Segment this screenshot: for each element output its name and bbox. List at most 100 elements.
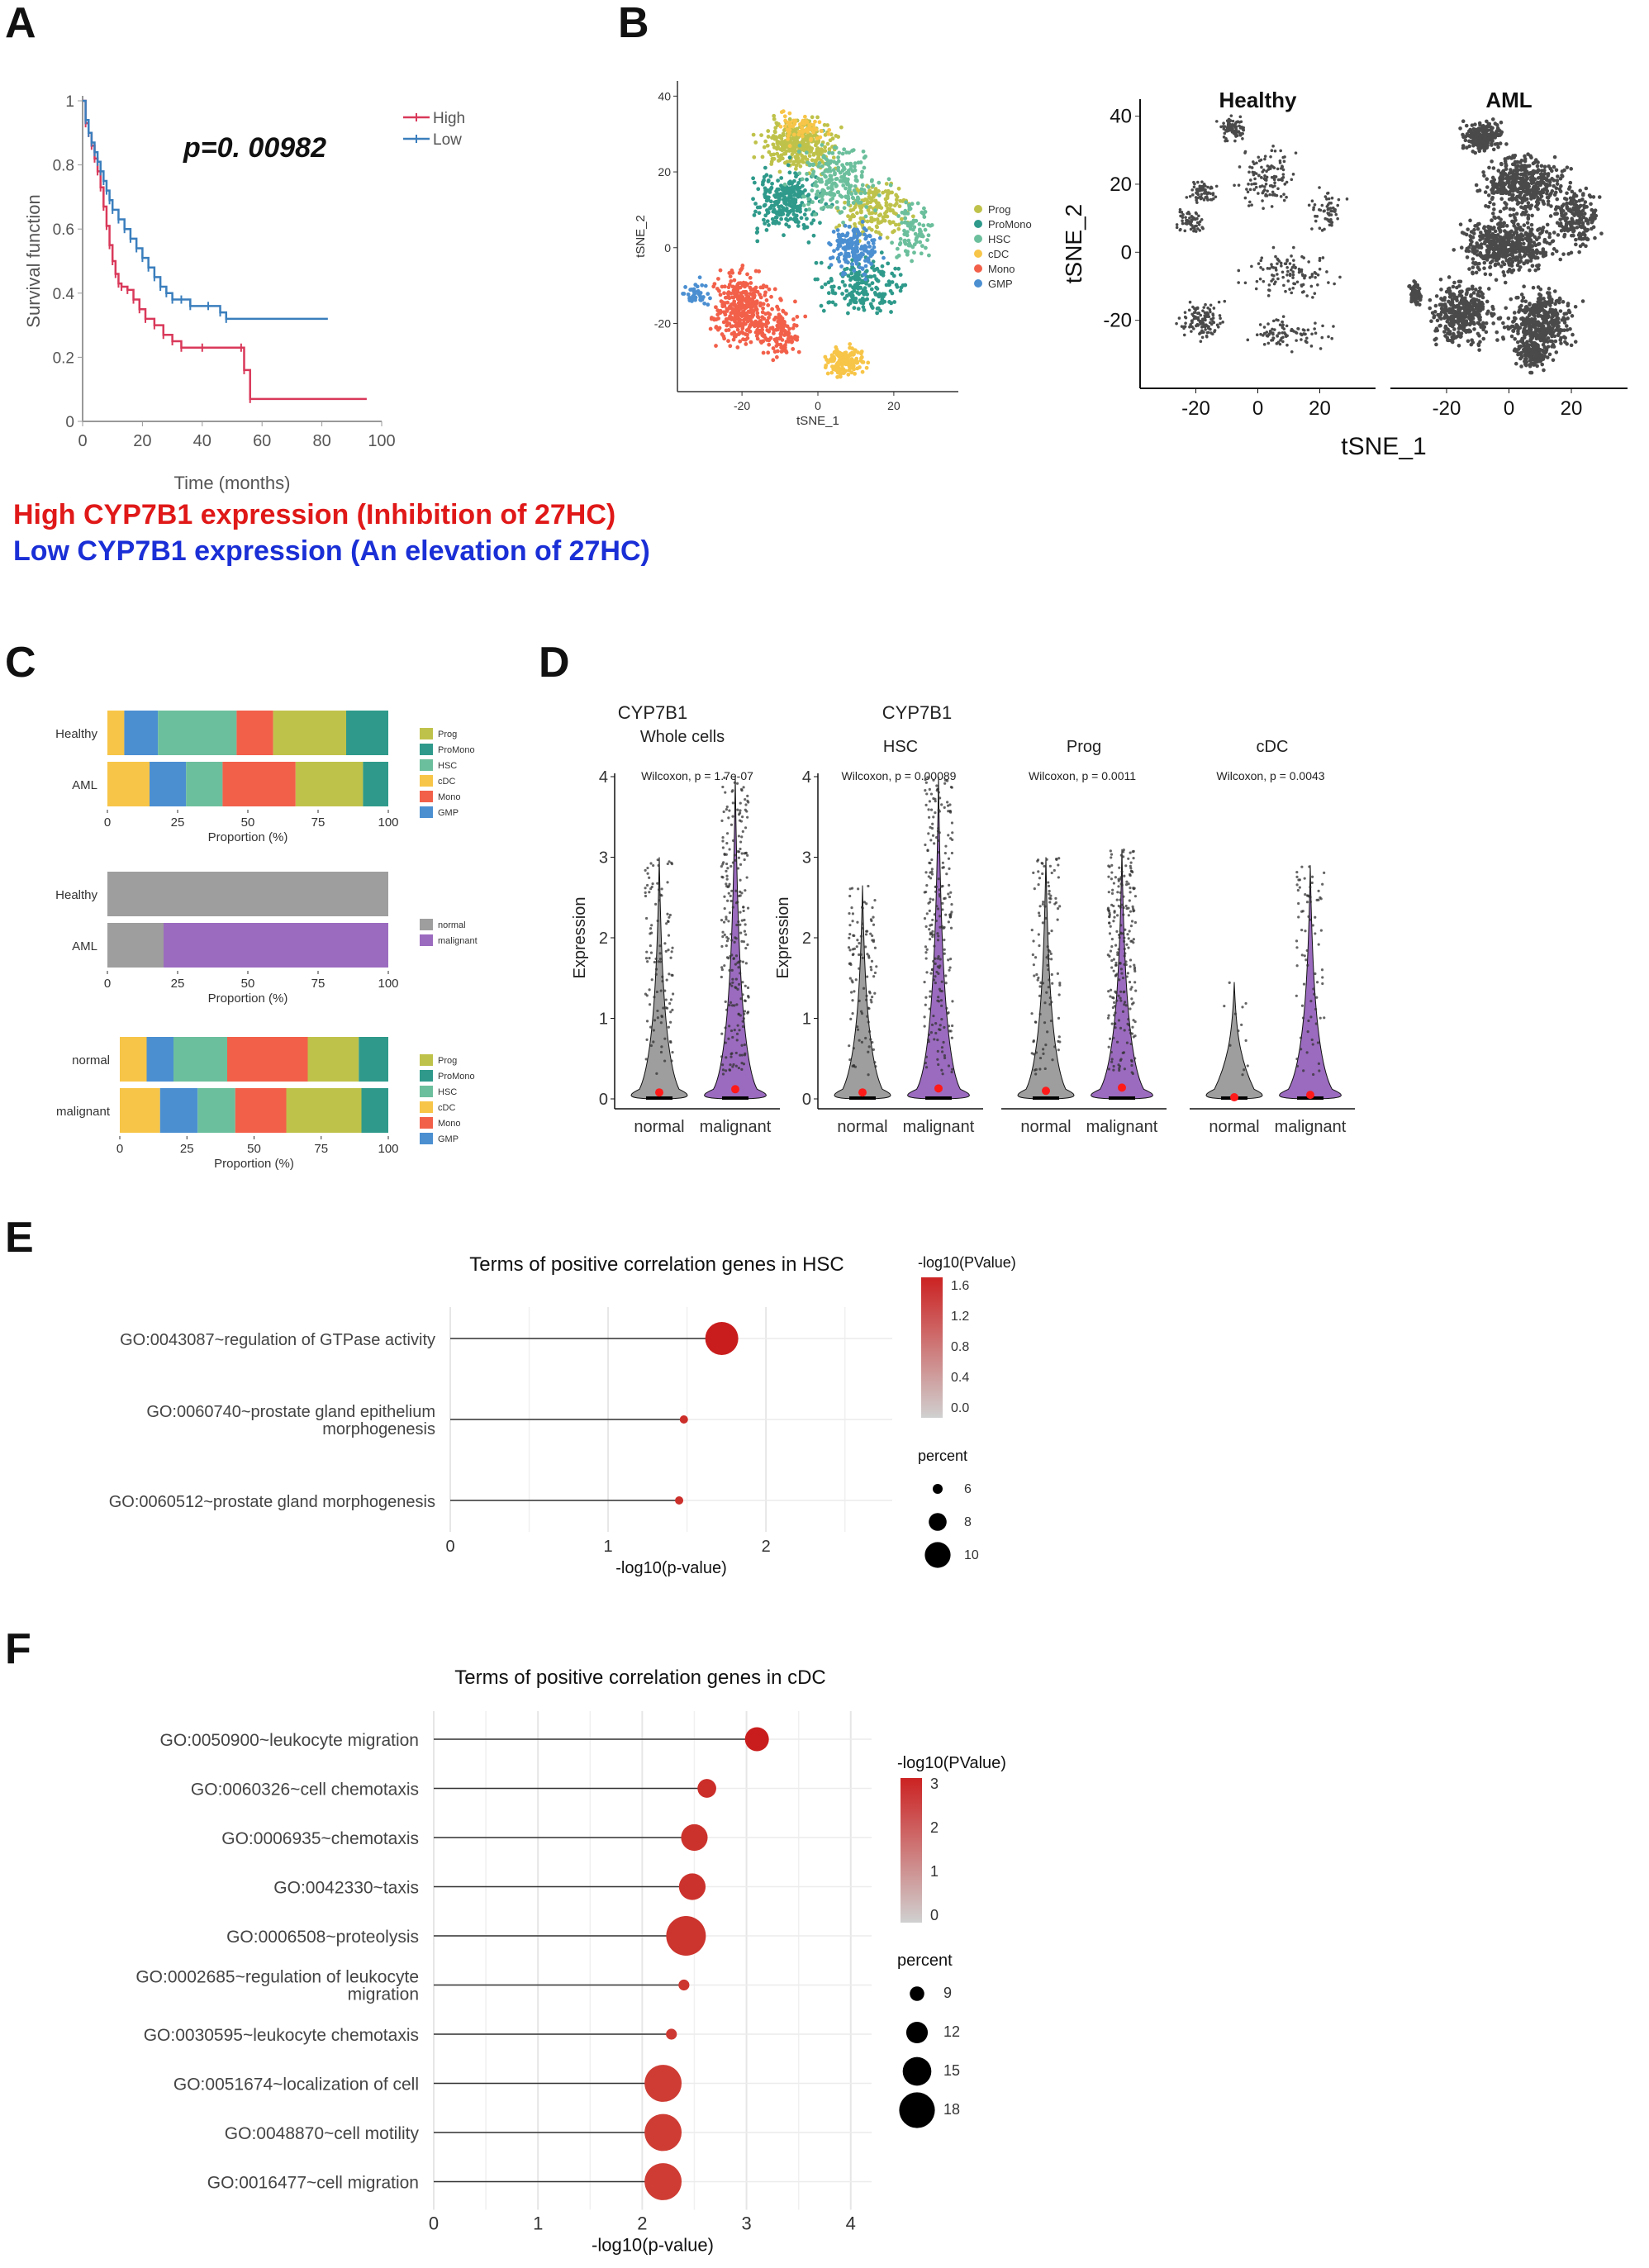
tsne-point <box>1556 233 1561 237</box>
tsne-point <box>849 192 854 197</box>
tsne-point <box>720 332 725 336</box>
tsne-point <box>917 231 922 236</box>
tsne-point <box>1541 304 1545 308</box>
tsne-point <box>1323 227 1326 231</box>
tsne-point <box>1551 239 1556 243</box>
tsne-point <box>1482 174 1486 178</box>
tsne-point <box>788 194 793 198</box>
tsne-point <box>1433 303 1438 308</box>
legend-label-low: Low <box>433 131 462 149</box>
tsne-point <box>1530 213 1534 218</box>
tsne-point <box>1484 330 1489 335</box>
tsne-point <box>760 182 765 187</box>
tsne-point <box>889 310 893 314</box>
tsne-point <box>818 221 822 226</box>
tsne-point <box>1190 224 1194 227</box>
tsne-point <box>1520 176 1525 181</box>
tsne-point <box>1463 138 1468 143</box>
tsne-point <box>783 118 788 123</box>
tsne-point <box>1189 323 1192 326</box>
tsne-point <box>1492 248 1496 253</box>
tsne-point <box>1309 284 1314 288</box>
tsne-point <box>1509 175 1514 179</box>
tsne-point <box>841 183 846 188</box>
tsne-point <box>1536 207 1540 212</box>
tsne-point <box>840 233 845 238</box>
tsne-point <box>761 306 765 311</box>
tsne-point <box>1493 216 1498 221</box>
tsne-point <box>1175 226 1179 230</box>
tsne-point <box>1511 329 1515 333</box>
tsne-point <box>867 274 872 279</box>
tsne-point <box>861 149 866 154</box>
tsne-point <box>1566 308 1571 313</box>
tsne-point <box>847 224 852 229</box>
tsne-point <box>725 300 730 305</box>
tsne-point <box>726 339 730 344</box>
tsne-point <box>1573 340 1578 344</box>
tsne-point <box>815 136 820 140</box>
tsne-point <box>1264 183 1268 186</box>
tsne-point <box>1492 207 1496 212</box>
tsne-point <box>1209 321 1212 325</box>
tsne-point <box>1512 182 1517 186</box>
tsne-point <box>1211 193 1215 197</box>
tsne-point <box>729 311 734 316</box>
tsne-point <box>1521 249 1525 253</box>
tsne-point <box>809 122 814 127</box>
tsne-point <box>775 151 780 156</box>
tsne-point <box>770 156 775 161</box>
tsne-point <box>1529 155 1533 160</box>
tsne-point <box>1457 301 1462 306</box>
tsne-point <box>714 344 718 348</box>
tsne-point <box>1450 301 1455 305</box>
tsne-point <box>866 184 871 189</box>
tsne-point <box>820 171 825 176</box>
tsne-point <box>1486 224 1490 229</box>
tsne-point <box>1571 332 1575 337</box>
tsne-point <box>870 306 875 310</box>
tsne-point <box>829 278 834 283</box>
tsne-point <box>1482 266 1486 270</box>
tsne-point <box>1471 257 1476 261</box>
tsne-point <box>797 129 802 134</box>
tsne-point <box>828 242 833 247</box>
tsne-point <box>761 350 766 355</box>
tsne-point <box>1254 287 1258 291</box>
tsne-point <box>1480 139 1485 144</box>
tsne-point <box>846 182 850 186</box>
tsne-point <box>1526 245 1531 250</box>
tsne-point <box>1536 266 1541 271</box>
tsne-point <box>728 274 733 278</box>
tsne-point <box>855 211 859 216</box>
tsne-point <box>821 308 826 313</box>
tsne-point <box>811 152 816 157</box>
tsne-point <box>1434 336 1438 341</box>
tsne-point <box>796 349 801 354</box>
tsne-point <box>918 240 923 245</box>
tsne-point <box>1506 242 1511 246</box>
tsne-point <box>900 210 905 215</box>
tsne-point <box>1258 185 1262 188</box>
tsne-point <box>834 200 839 204</box>
tsne-point <box>1332 325 1335 328</box>
tsne-point <box>873 292 878 297</box>
tsne-point <box>806 127 811 132</box>
tsne-point <box>683 285 687 289</box>
tsne-point <box>1317 208 1321 212</box>
tsne-point <box>1267 283 1271 287</box>
tsne-point <box>1519 159 1524 163</box>
tsne-point <box>783 124 787 129</box>
tsne-point <box>1471 150 1476 154</box>
tsne-point <box>1466 288 1470 292</box>
tsne-point <box>1529 197 1533 201</box>
tsne-point <box>1281 340 1285 344</box>
tsne-point <box>859 349 864 354</box>
tsne-point <box>907 203 911 207</box>
tsne-point <box>1190 193 1195 197</box>
panel-letter-f: F <box>5 1625 31 1673</box>
tsne-point <box>880 264 885 269</box>
tsne-point <box>1533 158 1538 162</box>
tsne-point <box>739 268 744 272</box>
